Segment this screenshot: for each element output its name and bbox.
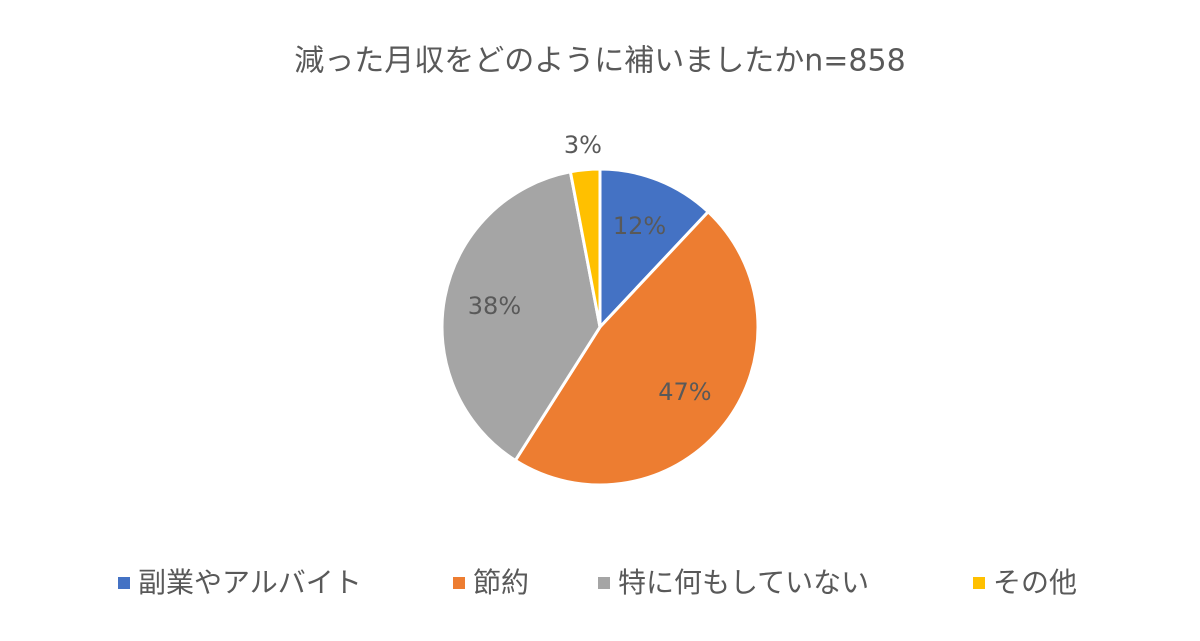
chart-title: 減った月収をどのように補いましたかn=858 xyxy=(294,44,905,79)
data-label: 47% xyxy=(658,378,711,406)
pie-slice xyxy=(568,167,602,328)
legend-label: 副業やアルバイト xyxy=(138,566,362,599)
pie-slice xyxy=(513,209,760,487)
data-label: 38% xyxy=(468,292,521,320)
legend-label: 特に何もしていない xyxy=(618,566,869,599)
data-label: 12% xyxy=(613,212,666,240)
legend-marker xyxy=(453,577,465,589)
legend-marker xyxy=(598,577,610,589)
pie-slice xyxy=(598,167,711,331)
legend-label: 節約 xyxy=(473,566,529,599)
legend-label: その他 xyxy=(993,566,1077,599)
data-label: 3% xyxy=(564,131,602,159)
legend-marker xyxy=(118,577,130,589)
legend-marker xyxy=(973,577,985,589)
pie-slice xyxy=(440,170,602,463)
